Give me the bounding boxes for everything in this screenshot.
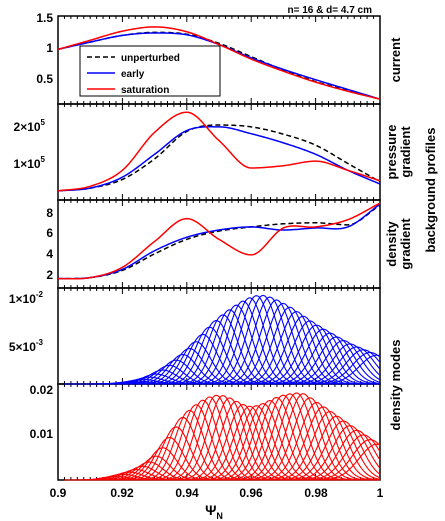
mode-saturation-18 xyxy=(176,400,297,481)
mode-early-25 xyxy=(219,302,347,385)
mode-early-17 xyxy=(169,309,290,385)
tick-modes-0p02: 0.02 xyxy=(30,383,54,397)
tick-density-4: 4 xyxy=(46,247,53,261)
mode-early-22 xyxy=(200,294,326,385)
mode-early-26 xyxy=(225,306,354,385)
series-pressure-gradient-unperturbed xyxy=(57,124,381,192)
x-tick-0p9: 0.9 xyxy=(50,486,67,500)
series-density-gradient-early xyxy=(57,203,381,280)
mode-early-13 xyxy=(145,333,261,385)
mode-early-20 xyxy=(188,297,311,385)
mode-early-28 xyxy=(238,315,369,385)
panel-pressure-label-top: pressure xyxy=(384,125,399,180)
mode-early-29 xyxy=(244,320,376,385)
mode-early-19 xyxy=(182,300,304,385)
x-axis-label-main: Ψ xyxy=(205,502,216,518)
mode-early-39 xyxy=(306,354,381,385)
x-axis-label-sub: N xyxy=(216,511,223,521)
tick-modes-1em2-exp: -2 xyxy=(36,290,44,299)
mode-saturation-12 xyxy=(138,404,254,481)
tick-modes-1em2: 1×10-2 xyxy=(9,290,44,306)
mode-saturation-30 xyxy=(250,401,381,481)
mode-saturation-17 xyxy=(169,397,290,481)
plot-lines xyxy=(57,26,381,481)
mode-saturation-23 xyxy=(207,400,333,481)
mode-saturation-33 xyxy=(269,415,381,481)
panel-pressure-label-bottom: gradient xyxy=(398,126,413,178)
tick-current-1p5: 1.5 xyxy=(36,11,53,25)
mode-early-27 xyxy=(231,311,362,385)
tick-modes-1em2-mantissa: 1×10 xyxy=(9,292,36,306)
tick-pressure-1e5-exp: 5 xyxy=(41,155,46,164)
tick-pressure-2e5: 2×105 xyxy=(14,118,46,134)
mode-saturation-27 xyxy=(231,392,362,481)
panel-density-label-top: density xyxy=(384,220,399,266)
mode-saturation-20 xyxy=(188,405,311,481)
series-current-unperturbed xyxy=(57,31,381,100)
mode-early-30 xyxy=(250,324,381,385)
legend-box xyxy=(79,45,221,97)
x-tick-0p98: 0.98 xyxy=(304,486,328,500)
x-tick-1: 1 xyxy=(377,486,384,500)
x-tick-0p92: 0.92 xyxy=(110,486,134,500)
legend-label-early: early xyxy=(121,69,145,80)
tick-current-1: 1 xyxy=(46,41,53,55)
panel-density-label-bottom: gradient xyxy=(398,218,413,270)
series-density-gradient-saturation xyxy=(57,202,381,280)
mode-early-21 xyxy=(194,295,319,385)
mode-saturation-39 xyxy=(306,443,381,481)
mode-early-16 xyxy=(163,314,283,385)
mode-saturation-29 xyxy=(244,397,376,481)
mode-early-23 xyxy=(207,296,333,385)
x-tick-0p96: 0.96 xyxy=(239,486,263,500)
tick-sat-0p01: 0.01 xyxy=(30,427,54,441)
tick-modes-5em3: 5×10-3 xyxy=(9,338,44,354)
mode-saturation-32 xyxy=(262,410,381,481)
x-tick-0p94: 0.94 xyxy=(175,486,199,500)
mode-saturation-14 xyxy=(151,396,268,481)
mode-saturation-21 xyxy=(194,405,319,481)
panel-current-label: current xyxy=(388,37,403,82)
series-pressure-gradient-early xyxy=(57,126,381,192)
figure-header: n= 16 & d= 4.7 cm xyxy=(288,5,373,16)
series-current-saturation xyxy=(57,26,381,100)
mode-saturation-22 xyxy=(200,403,326,481)
mode-saturation-15 xyxy=(157,394,276,481)
tick-modes-5em3-exp: -3 xyxy=(36,338,44,347)
tick-pressure-1e5: 1×105 xyxy=(14,155,46,171)
tick-pressure-1e5-mantissa: 1×10 xyxy=(14,157,41,171)
tick-pressure-2e5-exp: 5 xyxy=(41,118,46,127)
legend-label-saturation: saturation xyxy=(121,85,169,96)
mode-saturation-31 xyxy=(256,406,381,481)
mode-saturation-26 xyxy=(225,393,354,481)
mode-early-32 xyxy=(262,332,381,385)
mode-saturation-16 xyxy=(163,395,283,481)
mode-saturation-19 xyxy=(182,403,304,481)
legend-label-unperturbed: unperturbed xyxy=(121,53,180,64)
x-axis-label: ΨN xyxy=(205,502,223,521)
tick-density-8: 8 xyxy=(46,206,53,220)
side-label: background profiles xyxy=(423,128,438,253)
mode-saturation-24 xyxy=(213,396,340,481)
series-pressure-gradient-saturation xyxy=(57,111,381,192)
mode-early-31 xyxy=(256,328,381,385)
panel-modes-label: density modes xyxy=(388,339,403,430)
mode-early-24 xyxy=(213,299,340,385)
legend: unperturbed early saturation xyxy=(79,45,221,97)
series-density-gradient-unperturbed xyxy=(57,204,381,280)
tick-pressure-2e5-mantissa: 2×10 xyxy=(14,120,41,134)
tick-density-2: 2 xyxy=(46,268,53,282)
mode-saturation-25 xyxy=(219,394,347,481)
tick-current-0p5: 0.5 xyxy=(36,72,53,86)
mode-saturation-28 xyxy=(238,393,369,481)
tick-modes-5em3-mantissa: 5×10 xyxy=(9,340,36,354)
mode-early-18 xyxy=(176,304,297,385)
tick-density-6: 6 xyxy=(46,226,53,240)
